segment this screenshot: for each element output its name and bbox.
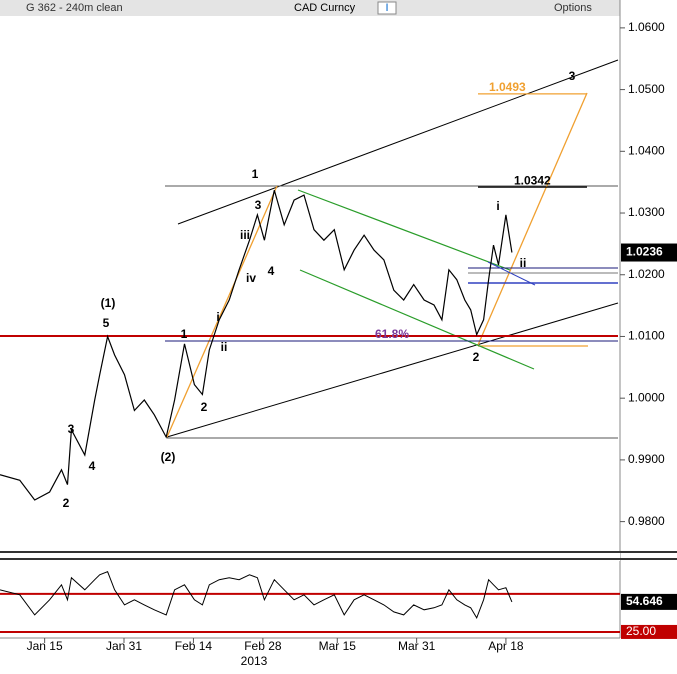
y-tick-label: 1.0200 xyxy=(628,267,665,281)
wave-label: iv xyxy=(246,271,256,285)
wave-label: 1 xyxy=(252,167,259,181)
rsi-last-label: 54.646 xyxy=(626,594,663,608)
last-value-label: 1.0236 xyxy=(626,245,663,259)
security[interactable]: CAD Curncy xyxy=(294,2,356,14)
wave-label: 1 xyxy=(181,327,188,341)
level-label: 1.0493 xyxy=(489,80,526,94)
y-tick-label: 0.9900 xyxy=(628,452,665,466)
x-tick-label: Apr 18 xyxy=(488,639,524,653)
x-tick-label: Jan 31 xyxy=(106,639,142,653)
wave-label: 3 xyxy=(569,69,576,83)
trend-line xyxy=(166,302,619,438)
wave-label: ii xyxy=(520,256,527,270)
options[interactable]: Options xyxy=(554,2,592,14)
y-tick-label: 1.0000 xyxy=(628,390,665,404)
wave-label: 2 xyxy=(201,400,208,414)
rsi-line xyxy=(0,571,513,620)
wave-label: (1) xyxy=(101,296,116,310)
wave-label: 2 xyxy=(63,496,70,510)
wave-label: ii xyxy=(221,340,228,354)
trend-line xyxy=(299,269,535,370)
info[interactable]: I xyxy=(385,2,388,14)
x-tick-label: Feb 28 xyxy=(244,639,282,653)
info-button[interactable] xyxy=(377,1,397,15)
x-tick-label: Mar 31 xyxy=(398,639,436,653)
trend-line xyxy=(477,92,588,346)
x-tick-label: Feb 14 xyxy=(175,639,213,653)
wave-label: i xyxy=(496,199,499,213)
y-tick-label: 1.0300 xyxy=(628,205,665,219)
wave-label: 2 xyxy=(473,350,480,364)
y-tick-label: 1.0600 xyxy=(628,20,665,34)
rsi-band-box xyxy=(621,624,677,639)
rsi-band-label: 25.00 xyxy=(626,624,656,638)
y-tick-label: 1.0100 xyxy=(628,329,665,343)
wave-label: 3 xyxy=(68,422,75,436)
level-label: 1.0342 xyxy=(514,173,551,187)
wave-label: 3 xyxy=(255,198,262,212)
y-tick-label: 0.9800 xyxy=(628,514,665,528)
wave-label: 5 xyxy=(103,316,110,330)
wave-label: iii xyxy=(240,228,250,242)
trend-line xyxy=(297,189,511,271)
ticker: G 362 - 240m clean xyxy=(26,2,123,14)
trend-line xyxy=(177,59,619,225)
trend-line xyxy=(487,261,536,286)
wave-label: 4 xyxy=(268,264,275,278)
separator xyxy=(0,551,620,561)
x-tick-label: Mar 15 xyxy=(319,639,357,653)
x-tick-label: Jan 15 xyxy=(27,639,63,653)
y-tick-label: 1.0400 xyxy=(628,143,665,157)
rsi-last-box xyxy=(621,593,677,610)
toolbar xyxy=(0,0,620,16)
last-value-box xyxy=(621,243,677,262)
wave-label: 61.8% xyxy=(375,327,409,341)
wave-label: 4 xyxy=(89,459,96,473)
trend-line xyxy=(166,185,278,438)
wave-label: i xyxy=(216,310,219,324)
y-tick-label: 1.0500 xyxy=(628,82,665,96)
wave-label: (2) xyxy=(161,450,176,464)
year-label: 2013 xyxy=(241,654,268,668)
price-line xyxy=(0,190,513,501)
